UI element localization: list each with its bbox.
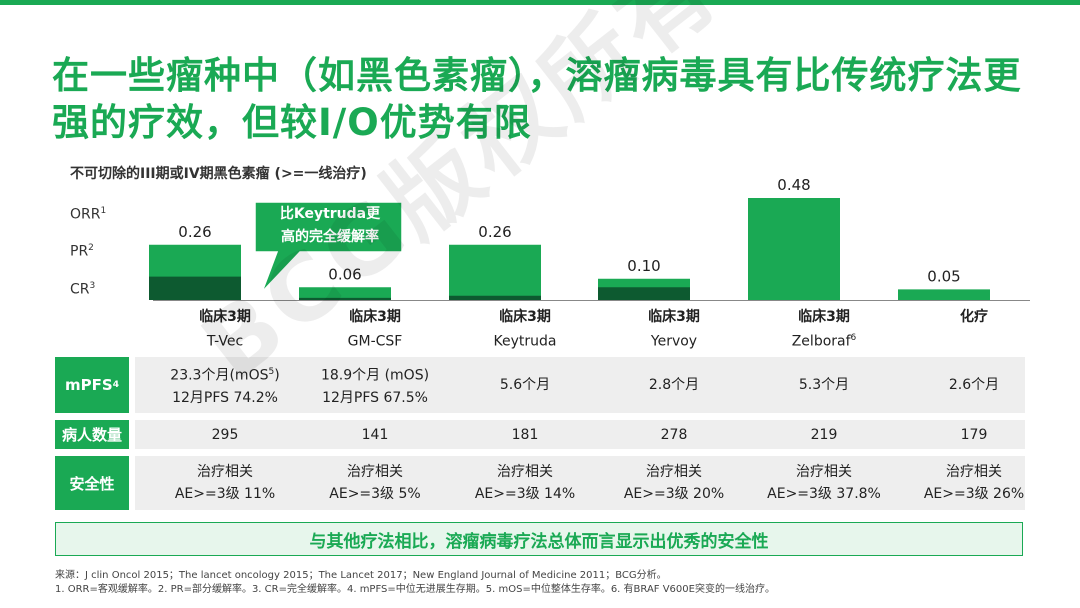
top-accent-bar bbox=[0, 0, 1080, 5]
table-row-mpfs: mPFS 4 23.3个月(mOS5) 12月PFS 74.2% 18.9个月 (m… bbox=[55, 357, 1025, 413]
table-cell: 治疗相关 AE>=3级 26% bbox=[923, 464, 1025, 502]
data-label: 0.26 bbox=[178, 223, 211, 241]
data-label: 0.06 bbox=[328, 265, 361, 283]
y-label-orr: ORR1 bbox=[70, 206, 107, 223]
row-body: 295 141 181 278 219 179 bbox=[135, 420, 1025, 449]
category-label: 临床3期 Keytruda bbox=[493, 309, 557, 350]
table-cell: 2.8个月 bbox=[648, 377, 700, 393]
table-cell: 181 bbox=[511, 426, 539, 443]
category-label: 临床3期 T-Vec bbox=[199, 309, 251, 350]
table-cell: 治疗相关 AE>=3级 20% bbox=[623, 464, 725, 502]
table-cell: 141 bbox=[361, 426, 389, 443]
table-cell: 18.9个月 (mOS) 12月PFS 67.5% bbox=[320, 367, 430, 406]
table-cell: 5.6个月 bbox=[499, 377, 551, 393]
category-label: 临床3期 Zelboraf6 bbox=[791, 309, 857, 350]
bar-orr bbox=[748, 198, 840, 300]
table-row-patients: 病人数量 295 141 181 278 219 179 bbox=[55, 420, 1025, 449]
table-cell: 295 bbox=[211, 426, 239, 443]
y-label-pr: PR2 bbox=[70, 243, 94, 260]
table-cell: 治疗相关 AE>=3级 37.8% bbox=[767, 464, 881, 502]
bar-cr bbox=[598, 287, 690, 300]
category-label: 临床3期 Yervoy bbox=[648, 309, 700, 350]
table-cell: 179 bbox=[960, 426, 988, 443]
footnote-source: 来源：J clin Oncol 2015；The lancet oncology… bbox=[55, 570, 667, 581]
data-label: 0.48 bbox=[777, 176, 810, 194]
category-label: 化疗 bbox=[960, 309, 988, 325]
slide-title: 在一些瘤种中（如黑色素瘤），溶瘤病毒具有比传统疗法更强的疗效，但较I/O优势有限 bbox=[52, 54, 1022, 144]
data-label: 0.05 bbox=[927, 267, 960, 285]
category-label: 临床3期 GM-CSF bbox=[347, 309, 403, 350]
row-body: 治疗相关 AE>=3级 11% 治疗相关 AE>=3级 5% 治疗相关 AE>=3级 … bbox=[135, 456, 1025, 510]
table-row-safety: 安全性 治疗相关 AE>=3级 11% 治疗相关 AE>=3级 5% 治疗相关 AE>… bbox=[55, 456, 1025, 510]
bar-orr bbox=[898, 289, 990, 300]
bar-cr bbox=[149, 276, 241, 300]
table-cell: 治疗相关 AE>=3级 5% bbox=[329, 464, 421, 502]
conclusion-banner: 与其他疗法相比，溶瘤病毒疗法总体而言显示出优秀的安全性 bbox=[55, 522, 1023, 556]
callout-line2: 高的完全缓解率 bbox=[281, 229, 379, 245]
callout-line1: 比Keytruda更 bbox=[279, 206, 381, 222]
table-cell: 2.6个月 bbox=[948, 377, 1000, 393]
table-cell: 278 bbox=[660, 426, 688, 443]
table-cell: 5.3个月 bbox=[798, 377, 850, 393]
table-cell: 23.3个月(mOS5) 12月PFS 74.2% bbox=[170, 367, 280, 406]
callout-text: 比Keytruda更 高的完全缓解率 bbox=[262, 203, 398, 249]
bar-cr bbox=[449, 295, 541, 300]
row-body: 23.3个月(mOS5) 12月PFS 74.2% 18.9个月 (mOS) 12月… bbox=[135, 357, 1025, 413]
row-header-patients: 病人数量 bbox=[55, 420, 129, 449]
callout-bubble bbox=[254, 201, 403, 293]
table-cell: 治疗相关 AE>=3级 11% bbox=[174, 464, 276, 502]
bar-orr bbox=[299, 287, 391, 300]
table-cell: 治疗相关 AE>=3级 14% bbox=[474, 464, 576, 502]
data-label: 0.10 bbox=[627, 257, 660, 275]
data-label: 0.26 bbox=[478, 223, 511, 241]
footnote-notes: 1. ORR=客观缓解率。2. PR=部分缓解率。3. CR=完全缓解率。4. … bbox=[55, 584, 775, 595]
bar-orr bbox=[449, 244, 541, 300]
chart-title: 不可切除的III期或IV期黑色素瘤 (>=一线治疗) bbox=[70, 166, 367, 182]
row-header-mpfs: mPFS 4 bbox=[55, 357, 129, 413]
table-cell: 219 bbox=[810, 426, 838, 443]
row-header-safety: 安全性 bbox=[55, 456, 129, 510]
category-labels: 临床3期 T-Vec 临床3期 GM-CSF 临床3期 Keytruda 临床3期 Ye… bbox=[155, 307, 1035, 351]
bar-cr bbox=[299, 297, 391, 300]
y-label-cr: CR3 bbox=[70, 281, 96, 298]
